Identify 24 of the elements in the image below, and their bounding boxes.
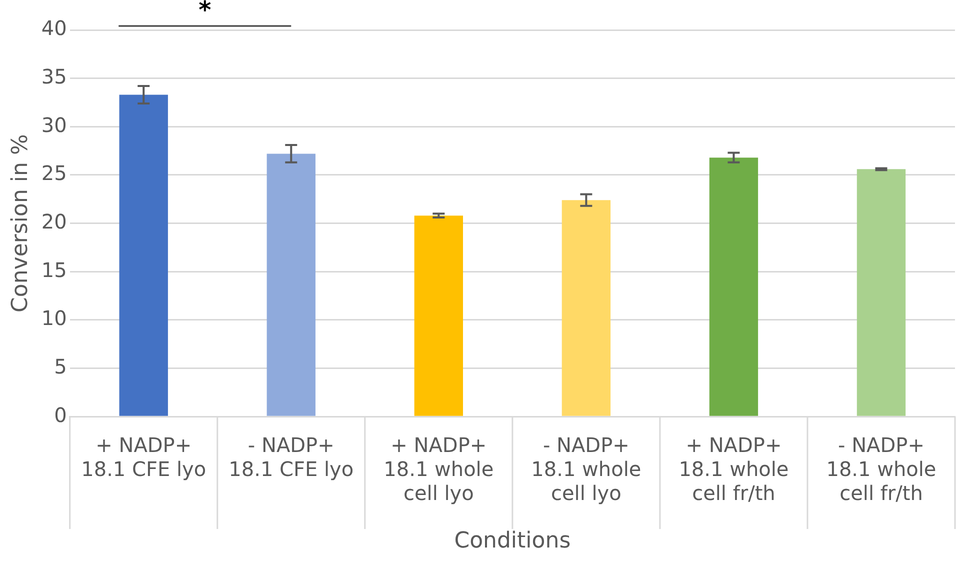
- x-tick-label: - NADP+ 18.1 CFE lyo: [228, 432, 354, 481]
- bar: [266, 154, 316, 416]
- y-tick-label: 30: [41, 112, 67, 137]
- y-tick-label: 25: [41, 161, 67, 186]
- y-tick-label: 35: [41, 64, 67, 89]
- x-tick-label: + NADP+ 18.1 CFE lyo: [81, 432, 206, 481]
- bar: [119, 94, 168, 416]
- bar: [709, 158, 758, 416]
- bar: [856, 169, 906, 416]
- text: *: [198, 0, 212, 24]
- y-tick-label: 20: [41, 210, 67, 234]
- y-tick-label: 15: [41, 258, 67, 282]
- bar: [562, 200, 611, 416]
- y-tick-label: 10: [41, 306, 67, 330]
- y-tick-label: 5: [54, 354, 67, 378]
- y-tick-label: 0: [54, 402, 67, 427]
- x-axis-title: Conditions: [454, 528, 571, 554]
- x-tick-label: - NADP+ 18.1 whole cell lyo: [531, 432, 642, 505]
- y-axis-title: Conversion in %: [8, 134, 33, 312]
- bar: [414, 216, 464, 416]
- x-tick-label: + NADP+ 18.1 whole cell fr/th: [678, 432, 789, 505]
- y-tick-label: 40: [41, 16, 67, 40]
- x-tick-label: + NADP+ 18.1 whole cell lyo: [384, 432, 494, 505]
- x-tick-label: - NADP+ 18.1 whole cell fr/th: [826, 432, 936, 505]
